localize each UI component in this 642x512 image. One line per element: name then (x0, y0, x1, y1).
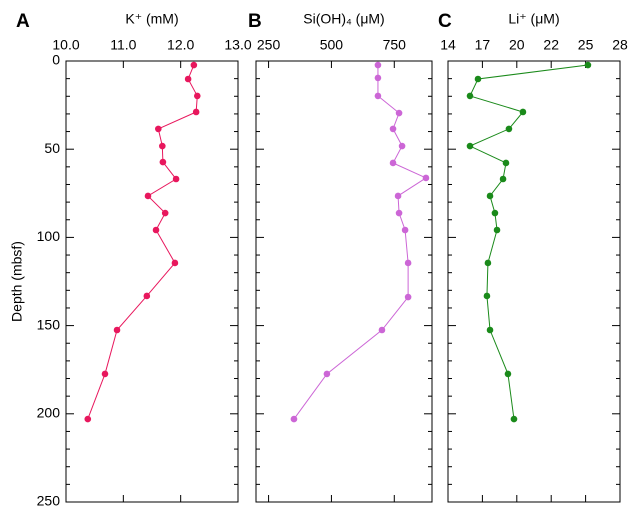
axis-title: Si(OH)₄ (μM) (303, 11, 384, 27)
data-point (499, 175, 507, 183)
data-point (155, 125, 162, 133)
y-tick-label: 100 (37, 228, 61, 244)
data-point (172, 175, 180, 183)
data-point (152, 226, 160, 234)
plot-frame (65, 60, 239, 503)
x-tick-label: 500 (320, 37, 344, 53)
x-tick-label: 750 (383, 37, 407, 53)
y-tick-label: 0 (52, 52, 60, 68)
data-point (374, 92, 382, 100)
data-point (466, 92, 474, 100)
data-point (144, 192, 152, 200)
x-tick-label: 12.0 (167, 37, 194, 53)
profile-line (293, 65, 428, 420)
data-point (193, 92, 201, 100)
axis-title: K⁺ (mM) (125, 11, 178, 27)
data-point (519, 108, 527, 116)
x-tick-label: 250 (257, 37, 281, 53)
data-point (159, 158, 167, 166)
data-point (395, 209, 403, 217)
data-point (113, 326, 121, 334)
panel-label: B (248, 11, 262, 32)
data-point (378, 326, 386, 334)
panel-label: A (16, 11, 30, 32)
data-point (502, 159, 510, 167)
x-tick-label: 14 (440, 37, 456, 53)
panel-label: C (438, 11, 452, 32)
x-tick-label: 10.0 (52, 37, 79, 53)
data-point (422, 174, 430, 182)
data-point (486, 192, 494, 200)
data-point (159, 142, 166, 150)
data-point (101, 370, 109, 378)
data-point (474, 75, 482, 83)
data-point (161, 209, 169, 217)
data-point (404, 259, 412, 267)
x-tick-label: 11.0 (110, 37, 136, 53)
y-tick-label: 50 (44, 140, 60, 156)
data-point (374, 61, 382, 69)
data-point (394, 192, 402, 200)
data-point (190, 61, 198, 69)
x-tick-label: 25 (578, 37, 594, 53)
data-point (584, 61, 592, 69)
data-point (505, 125, 513, 133)
data-point (483, 292, 491, 300)
plot-frame (447, 60, 621, 503)
data-point (491, 209, 499, 217)
data-point (395, 109, 403, 117)
data-point (510, 415, 518, 423)
y-tick-label: 150 (37, 316, 61, 332)
data-point (466, 142, 474, 150)
y-tick-label: 250 (37, 493, 61, 509)
y-axis-label: Depth (mbsf) (9, 241, 25, 322)
data-point (389, 125, 397, 133)
data-point (374, 74, 382, 82)
data-point (493, 226, 501, 234)
data-point (192, 108, 200, 116)
x-tick-label: 17 (475, 37, 491, 53)
data-point (171, 259, 179, 267)
data-point (398, 142, 406, 150)
data-point (401, 226, 409, 234)
y-tick-label: 200 (37, 405, 61, 421)
data-point (290, 415, 298, 423)
data-point (504, 370, 512, 378)
x-tick-label: 13.0 (224, 37, 251, 53)
x-tick-label: 20 (509, 37, 525, 53)
data-point (404, 293, 412, 301)
data-point (389, 159, 397, 167)
data-point (84, 415, 92, 423)
axis-title: Li⁺ (μM) (508, 11, 559, 27)
data-point (486, 326, 494, 334)
profile-line (468, 64, 588, 420)
data-point (184, 75, 192, 83)
data-point (143, 292, 151, 300)
plot-frame (255, 60, 433, 503)
profile-line (87, 64, 198, 420)
data-point (484, 259, 492, 267)
data-point (323, 370, 331, 378)
x-tick-label: 22 (543, 37, 559, 53)
x-tick-label: 28 (612, 37, 628, 53)
